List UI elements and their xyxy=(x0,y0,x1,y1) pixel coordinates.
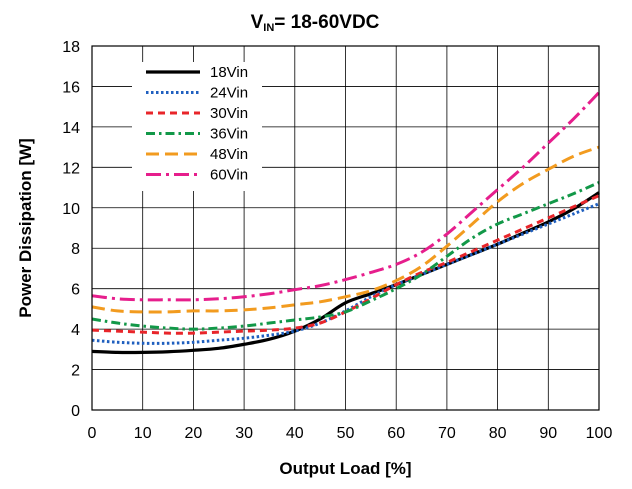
legend-label-18vin: 18Vin xyxy=(210,64,248,81)
title-subscript: IN xyxy=(263,22,274,34)
y-tick-label: 14 xyxy=(62,120,80,137)
title-suffix: = 18-60VDC xyxy=(274,12,379,33)
legend-label-48vin: 48Vin xyxy=(210,146,248,163)
x-tick-label: 80 xyxy=(489,425,507,442)
x-tick-label: 30 xyxy=(235,425,253,442)
title-prefix: V xyxy=(251,12,264,33)
series-line-18vin xyxy=(91,191,600,355)
series-lines xyxy=(91,91,601,355)
x-tick-label: 60 xyxy=(387,425,405,442)
y-axis-title: Power Dissipation [W] xyxy=(16,138,35,317)
legend-label-36vin: 36Vin xyxy=(210,126,248,143)
legend-label-60vin: 60Vin xyxy=(210,167,248,184)
y-tick-label: 8 xyxy=(71,241,80,258)
x-tick-label: 20 xyxy=(185,425,203,442)
x-tick-label: 70 xyxy=(438,425,456,442)
series-line-36vin xyxy=(91,181,600,331)
plot-border xyxy=(91,45,600,411)
legend: 18Vin 24Vin 30Vin 36Vin 48Vin 60Vin xyxy=(132,62,262,191)
legend-background xyxy=(132,62,262,191)
x-tick-label: 40 xyxy=(286,425,304,442)
x-axis-title: Output Load [%] xyxy=(279,459,411,478)
legend-label-24vin: 24Vin xyxy=(210,85,248,102)
x-tick-label: 0 xyxy=(88,425,97,442)
legend-label-30vin: 30Vin xyxy=(210,105,248,122)
y-tick-labels: 0 2 4 6 8 10 12 14 16 18 xyxy=(62,39,80,420)
chart-title: VIN= 18-60VDC xyxy=(251,12,380,34)
series-line-60vin xyxy=(91,91,601,302)
x-tick-label: 10 xyxy=(134,425,152,442)
y-tick-label: 16 xyxy=(62,79,80,96)
y-tick-label: 2 xyxy=(71,363,80,380)
x-tick-label: 90 xyxy=(539,425,557,442)
y-tick-label: 10 xyxy=(62,201,80,218)
y-tick-label: 18 xyxy=(62,39,80,56)
y-tick-label: 12 xyxy=(62,160,80,177)
x-tick-labels: 0 10 20 30 40 50 60 70 80 90 100 xyxy=(88,425,613,442)
x-tick-label: 50 xyxy=(337,425,355,442)
y-tick-label: 0 xyxy=(71,403,80,420)
y-tick-label: 4 xyxy=(71,322,80,339)
y-tick-label: 6 xyxy=(71,282,80,299)
x-tick-label: 100 xyxy=(586,425,613,442)
series-line-48vin xyxy=(91,145,600,314)
